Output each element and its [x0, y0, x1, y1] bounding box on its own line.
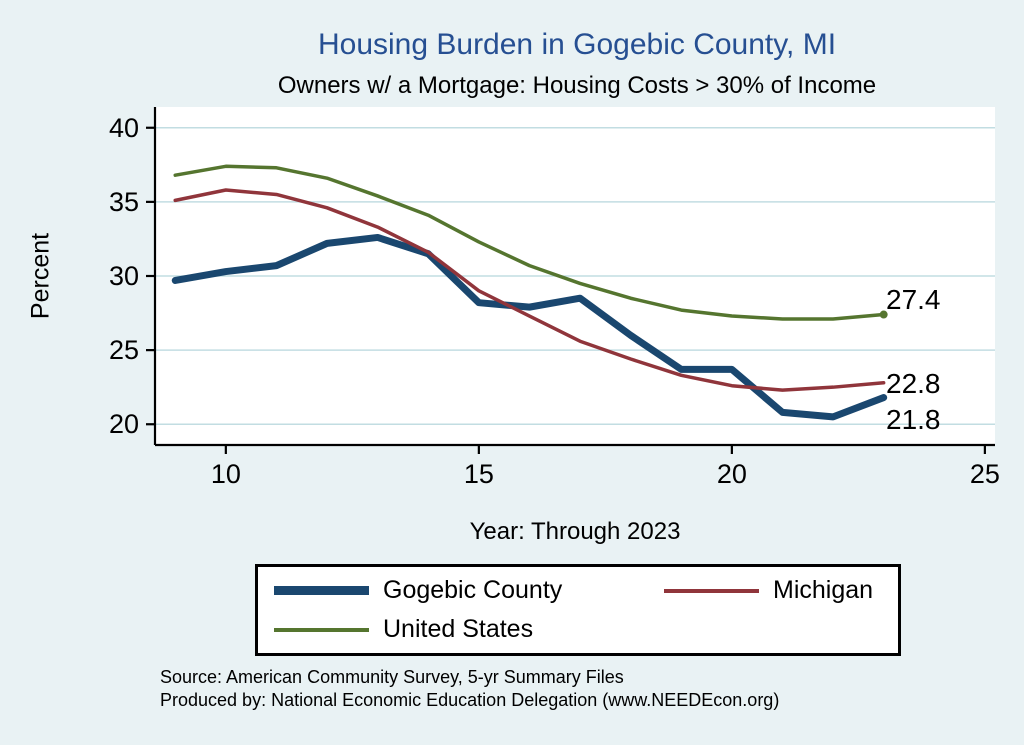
chart-title: Housing Burden in Gogebic County, MI	[317, 28, 837, 61]
chart-legend: Gogebic County Michigan United States	[255, 564, 901, 656]
y-tick-label: 20	[109, 409, 139, 439]
x-axis-label: Year: Through 2023	[469, 518, 681, 545]
x-tick-label: 10	[211, 459, 241, 489]
y-tick-label: 30	[109, 261, 139, 291]
y-tick-label: 35	[109, 187, 139, 217]
legend-item-gogebic-county: Gogebic County	[274, 576, 664, 605]
produced-by-line: Produced by: National Economic Education…	[160, 690, 780, 710]
end-label-gogebic-county: 21.8	[886, 403, 941, 435]
end-label-michigan: 22.8	[886, 367, 941, 399]
series-line-united-states	[173, 164, 886, 321]
legend-swatch-united-states	[274, 627, 369, 632]
series-line-gogebic-county	[171, 233, 888, 421]
y-tick-label: 40	[109, 113, 139, 143]
legend-label-michigan: Michigan	[773, 576, 874, 604]
series-line-michigan	[173, 188, 886, 392]
legend-label-united-states: United States	[383, 615, 534, 643]
legend-label-gogebic-county: Gogebic County	[383, 576, 563, 604]
x-tick-label: 25	[970, 459, 1000, 489]
legend-swatch-gogebic-county	[274, 586, 369, 595]
title-band: Housing Burden in Gogebic County, MI	[130, 28, 1024, 62]
x-tick-label: 15	[464, 459, 494, 489]
us-end-marker	[879, 310, 888, 319]
end-label-united-states: 27.4	[886, 283, 941, 315]
y-tick-label: 25	[109, 335, 139, 365]
legend-swatch-michigan	[664, 588, 759, 593]
chart-subtitle: Owners w/ a Mortgage: Housing Costs > 30…	[277, 72, 877, 99]
x-tick-label: 20	[717, 459, 747, 489]
legend-item-michigan: Michigan	[664, 576, 898, 605]
source-line: Source: American Community Survey, 5-yr …	[160, 667, 624, 687]
source-notes: Source: American Community Survey, 5-yr …	[160, 666, 779, 712]
legend-item-united-states: United States	[274, 615, 664, 644]
